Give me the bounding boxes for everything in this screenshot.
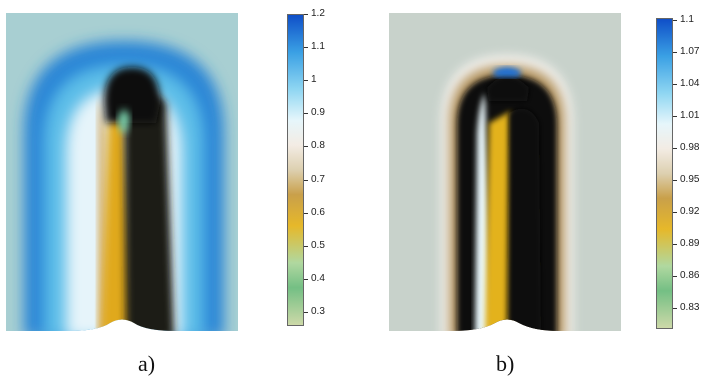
colorbar-a-tick-label: 1.2 bbox=[311, 8, 325, 19]
colorbar-a-tick-label: 0.3 bbox=[311, 306, 325, 317]
colorbar-a-tick-label: 1 bbox=[311, 74, 317, 85]
heatmap-b-yellow-core bbox=[485, 111, 515, 331]
colorbar-b-gradient bbox=[656, 18, 673, 329]
colorbar-a-tick-label: 0.4 bbox=[311, 273, 325, 284]
heatmap-a-green-spot bbox=[118, 108, 130, 133]
colorbar-b-tick-label: 0.83 bbox=[680, 302, 700, 313]
colorbar-b-tick-label: 1.07 bbox=[680, 46, 700, 57]
colorbar-b-tick-label: 0.92 bbox=[680, 206, 700, 217]
colorbar-a: 1.2 1.1 1 0.9 0.8 0.7 0.6 0.5 0.4 0.3 bbox=[287, 8, 325, 326]
colorbar-a-tick-label: 0.7 bbox=[311, 174, 325, 185]
colorbar-b-tick-label: 0.86 bbox=[680, 270, 700, 281]
colorbar-b-tick-label: 0.95 bbox=[680, 174, 700, 185]
colorbar-b-tick-label: 1.01 bbox=[680, 110, 700, 121]
heatmap-b-dark-core bbox=[507, 108, 541, 331]
heatmap-b-blue-tip bbox=[493, 67, 521, 77]
colorbar-b-tick-label: 0.98 bbox=[680, 142, 700, 153]
heatmap-panel-b bbox=[389, 13, 621, 338]
heatmap-a-svg bbox=[6, 13, 238, 331]
colorbar-a-tick-label: 0.9 bbox=[311, 107, 325, 118]
heatmap-b-dark-tip bbox=[487, 76, 529, 101]
colorbar-a-tick-label: 1.1 bbox=[311, 41, 325, 52]
heatmap-b-svg bbox=[389, 13, 621, 331]
colorbar-b-tick-label: 1.1 bbox=[680, 14, 694, 25]
colorbar-b-tick-label: 1.04 bbox=[680, 78, 700, 89]
colorbar-b-tick-label: 0.89 bbox=[680, 238, 700, 249]
panel-b-caption: b) bbox=[496, 351, 515, 376]
colorbar-a-gradient bbox=[287, 14, 304, 326]
heatmap-panel-a bbox=[6, 13, 238, 338]
panel-a-caption: a) bbox=[138, 351, 156, 376]
colorbar-a-tick-label: 0.5 bbox=[311, 240, 325, 251]
colorbar-b: 1.1 1.07 1.04 1.01 0.98 0.95 0.92 0.89 0… bbox=[656, 14, 699, 329]
colorbar-a-tick-label: 0.8 bbox=[311, 140, 325, 151]
heatmap-a-dark-tip bbox=[104, 67, 160, 123]
colorbar-a-tick-label: 0.6 bbox=[311, 207, 325, 218]
heatmap-a-dark-core bbox=[124, 93, 174, 331]
